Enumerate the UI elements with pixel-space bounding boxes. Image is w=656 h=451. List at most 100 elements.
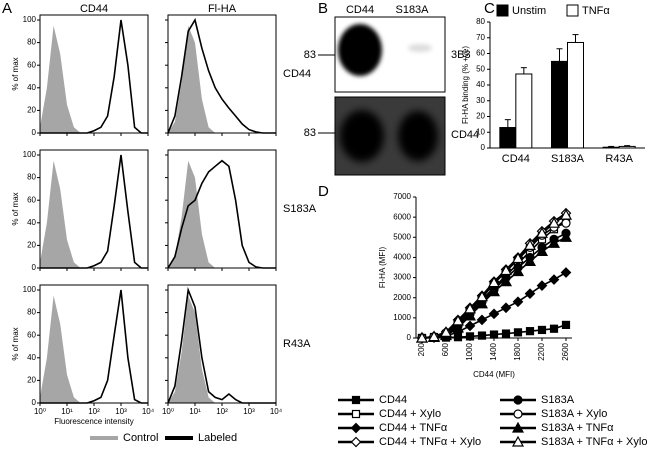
row-title: R43A: [283, 338, 311, 350]
panel-label: B: [318, 0, 328, 17]
bar: [602, 146, 620, 149]
y-tick-label: 80: [476, 17, 485, 26]
marker: [511, 252, 525, 264]
x-axis-label: Fluorescence intensity: [54, 417, 134, 426]
y-tick-label: 20: [27, 241, 36, 250]
marker: [475, 290, 489, 302]
x-tick-label: 10⁴: [270, 407, 283, 416]
legend-marker: [511, 421, 525, 433]
y-tick-label: 80: [27, 38, 36, 47]
band: [338, 24, 382, 76]
control-area: [40, 160, 148, 268]
panel-label: D: [318, 183, 329, 200]
x-tick-label: 10²: [88, 407, 100, 416]
x-tick-label: 1800: [513, 342, 522, 360]
x-tick-label: 10¹: [61, 407, 73, 416]
marker: [561, 320, 571, 330]
marker: [512, 296, 524, 308]
band: [340, 110, 384, 162]
x-tick-label: R43A: [605, 153, 633, 165]
y-tick-label: 20: [27, 106, 36, 115]
legend-marker: [513, 395, 523, 405]
x-axis-label: CD44 (MFI): [473, 370, 515, 379]
marker: [463, 309, 477, 321]
blot-frame: [334, 96, 446, 176]
y-tick-label: 10: [476, 127, 485, 136]
marker: [535, 245, 549, 256]
x-tick-label: 10⁰: [162, 407, 174, 416]
legend-label: Unstim: [512, 5, 546, 17]
marker: [547, 216, 561, 228]
y-tick-label: 100: [23, 15, 37, 24]
legend-marker: [351, 395, 361, 405]
labeled-line: [167, 17, 276, 134]
band: [398, 111, 438, 161]
marker: [559, 208, 573, 220]
column-title: Fl-HA: [208, 3, 237, 15]
legend-label: S183A + Xylo: [541, 408, 607, 420]
labeled-line: [167, 159, 276, 269]
legend-label: S183A + TNFα: [541, 422, 614, 434]
y-tick-label: 60: [27, 330, 36, 339]
bar: [515, 73, 533, 149]
y-tick-label: 40: [27, 353, 36, 362]
y-tick-label: 0: [481, 143, 486, 152]
legend-label: CD44 + TNFα + Xylo: [379, 436, 481, 448]
marker: [501, 329, 511, 338]
y-axis-label: Fl-HA (MFI): [378, 247, 387, 289]
y-tick-label: 30: [476, 96, 485, 105]
marker: [535, 227, 549, 238]
y-axis-label: % of max: [11, 327, 20, 360]
legend-marker: [350, 436, 362, 448]
bar: [618, 145, 636, 149]
control-area: [40, 295, 148, 403]
x-tick-label: 600: [441, 342, 450, 356]
marker: [560, 267, 572, 278]
y-tick-label: 70: [476, 33, 485, 42]
marker: [561, 218, 571, 228]
legend-swatch: [566, 4, 579, 17]
marker: [523, 239, 537, 250]
x-tick-label: CD44: [502, 153, 530, 165]
marker: [463, 302, 477, 314]
legend-label: Labeled: [198, 432, 237, 444]
y-tick-label: 40: [27, 83, 36, 92]
legend-marker: [511, 435, 525, 447]
y-tick-label: 5000: [393, 232, 411, 241]
marker: [489, 330, 499, 339]
band: [408, 44, 432, 52]
legend-label: S183A + TNFα + Xylo: [541, 436, 647, 448]
y-tick-label: 100: [23, 285, 37, 294]
marker: [536, 280, 548, 291]
x-tick-label: 10³: [115, 407, 127, 416]
marker: [488, 308, 500, 320]
marker: [524, 288, 536, 300]
y-tick-label: 20: [27, 376, 36, 385]
control-area: [40, 25, 148, 134]
marker: [500, 302, 512, 314]
y-axis-label: % of max: [11, 57, 20, 90]
legend-label: CD44: [379, 394, 407, 406]
y-tick-label: 6000: [393, 212, 411, 221]
bar: [567, 41, 584, 149]
marker: [549, 324, 559, 333]
y-tick-label: 60: [27, 195, 36, 204]
y-tick-label: 50: [476, 64, 485, 73]
y-tick-label: 40: [27, 218, 36, 227]
marker: [499, 264, 513, 276]
marker: [547, 237, 561, 248]
panel-label: C: [484, 0, 495, 17]
marker: [476, 314, 488, 326]
size-marker: 83: [304, 49, 316, 61]
marker: [487, 276, 501, 288]
legend-label: CD44 + TNFα: [379, 422, 448, 434]
size-marker: 83: [304, 127, 316, 139]
x-tick-label: 1400: [489, 342, 498, 360]
x-tick-label: 200: [417, 342, 426, 356]
legend-label: CD44 + Xylo: [379, 408, 441, 420]
x-tick-label: 10¹: [189, 407, 201, 416]
x-tick-label: 10⁰: [34, 407, 46, 416]
row-title: CD44: [283, 68, 311, 80]
marker: [475, 297, 489, 309]
